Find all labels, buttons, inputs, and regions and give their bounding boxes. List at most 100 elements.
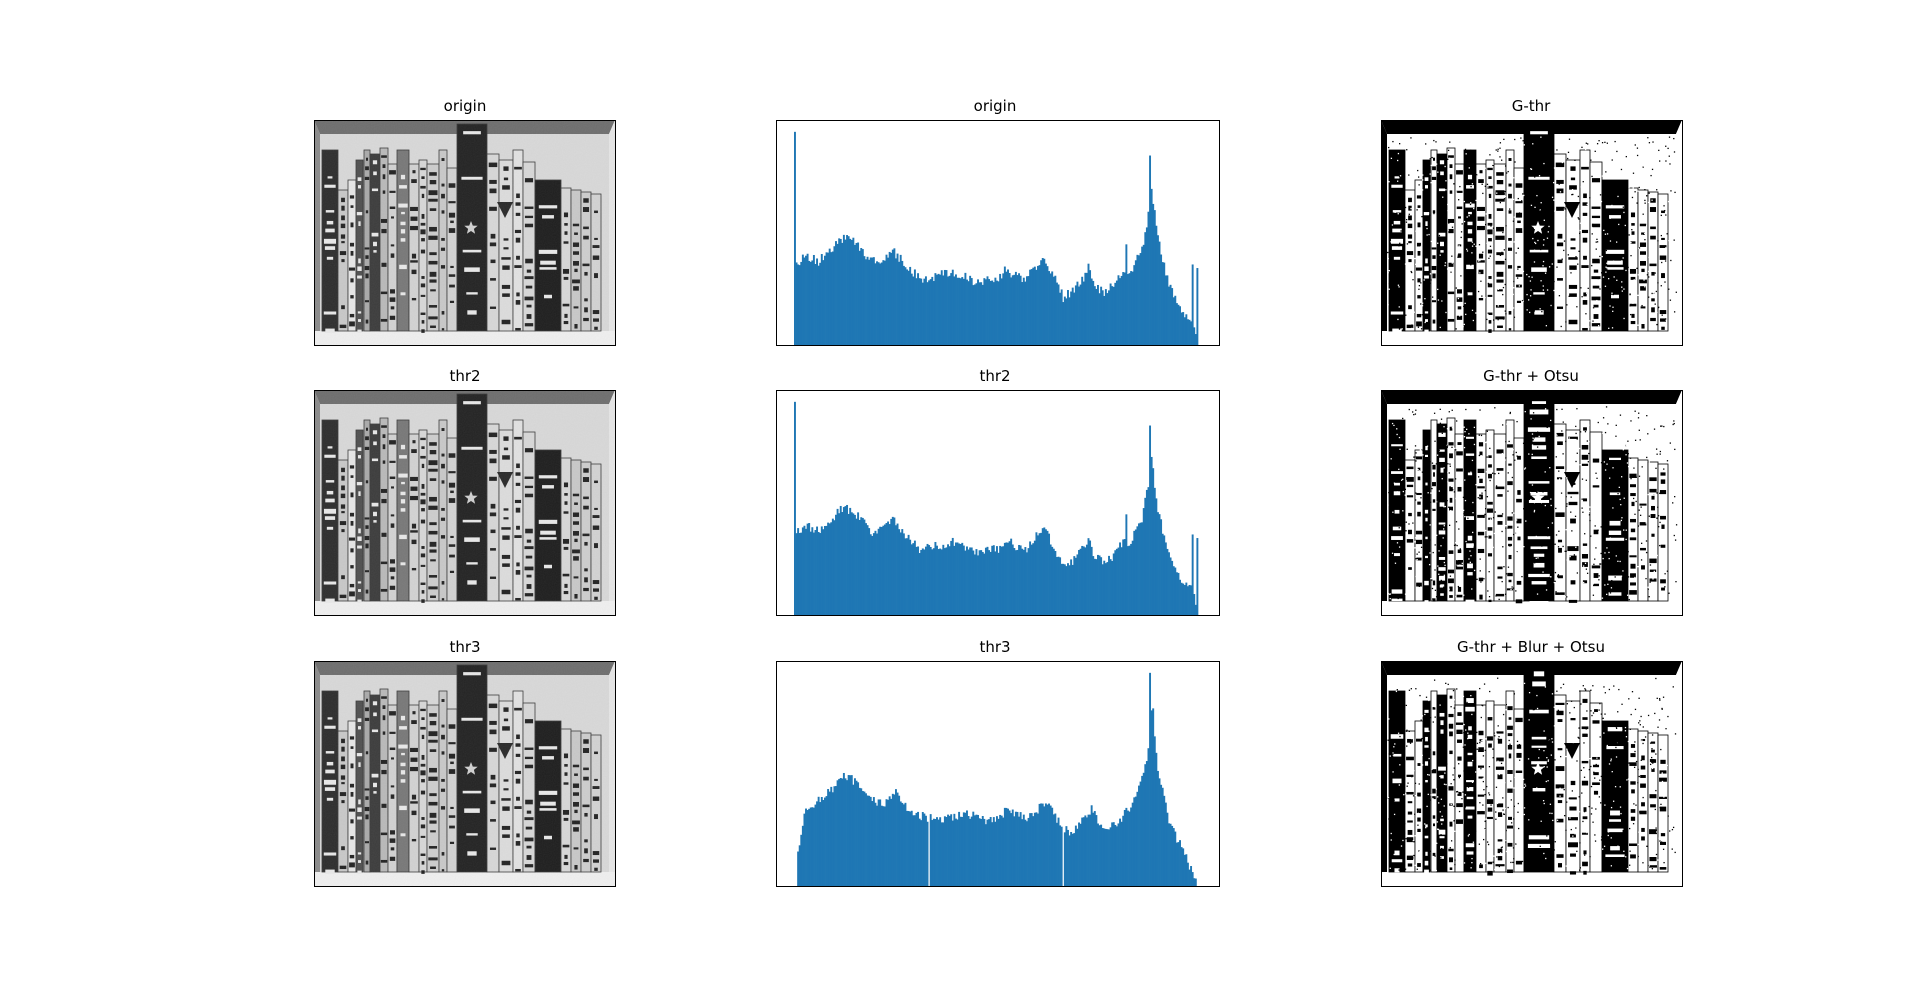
histogram-bar xyxy=(797,851,800,886)
histogram-bar xyxy=(939,548,942,615)
histogram-bar xyxy=(910,810,913,886)
histogram-bar xyxy=(961,816,964,886)
histogram-bar xyxy=(909,811,912,886)
histogram-bar xyxy=(920,278,923,345)
histogram-bar xyxy=(1108,829,1110,886)
histogram-bar xyxy=(932,548,935,615)
histogram-bar xyxy=(1011,809,1014,886)
histogram-bar xyxy=(931,820,934,886)
histogram-bar xyxy=(1024,547,1027,615)
panel-title: G-thr + Blur + Otsu xyxy=(1457,638,1605,656)
histogram-bar xyxy=(800,532,803,615)
histogram-bar xyxy=(871,801,874,886)
histogram-bar xyxy=(827,252,830,345)
histogram-bar xyxy=(981,816,984,886)
histogram-bar xyxy=(910,273,913,345)
histogram-bar xyxy=(828,248,831,345)
histogram-bar xyxy=(1065,566,1068,615)
histogram-bar xyxy=(1171,560,1174,615)
histogram-bar xyxy=(820,797,823,886)
histogram-bar xyxy=(1123,272,1126,345)
histogram-bar xyxy=(966,279,968,345)
histogram-bar xyxy=(962,278,965,345)
histogram-bar xyxy=(846,504,849,615)
histogram-bar xyxy=(852,784,855,886)
histogram-bar xyxy=(823,797,826,886)
histogram-bar xyxy=(844,778,847,886)
histogram-bar xyxy=(838,778,841,886)
histogram-bar xyxy=(939,817,942,886)
histogram-bar xyxy=(877,528,880,615)
histogram-bar xyxy=(1169,557,1172,615)
histogram-bar xyxy=(948,546,951,615)
histogram-bar xyxy=(1052,548,1055,615)
histogram-bar xyxy=(1082,281,1085,345)
histogram-bar xyxy=(1117,823,1120,886)
histogram-bar xyxy=(828,523,831,615)
histogram-bar xyxy=(906,538,908,615)
histogram-bar xyxy=(1065,826,1068,886)
histogram-bar xyxy=(1101,564,1104,615)
histogram-bar xyxy=(1133,797,1136,886)
histogram-bar xyxy=(956,819,959,886)
histogram-bar xyxy=(819,533,822,615)
histogram-bar xyxy=(1103,560,1106,615)
histogram-bar xyxy=(808,260,811,345)
histogram-bar xyxy=(1190,321,1193,345)
histogram-bar xyxy=(926,543,929,615)
histogram-bar xyxy=(1185,314,1188,345)
histogram-bar xyxy=(1068,565,1071,615)
histogram-bar xyxy=(1090,278,1093,345)
histogram-bar xyxy=(918,278,921,345)
histogram-bar xyxy=(809,531,812,615)
histogram-bar xyxy=(1191,264,1194,345)
histogram-bar xyxy=(1033,266,1036,345)
histogram-bar xyxy=(1125,244,1128,345)
histogram-bar xyxy=(1095,815,1098,886)
histogram-bar xyxy=(880,805,883,886)
histogram-bar xyxy=(917,811,920,886)
histogram-bar xyxy=(989,551,992,615)
histogram-bar xyxy=(947,276,950,345)
histogram-bar xyxy=(1104,289,1107,345)
histogram-bar xyxy=(1104,828,1107,886)
histogram-bar xyxy=(1138,255,1140,345)
histogram-bar xyxy=(1155,225,1158,345)
histogram-bar xyxy=(1062,302,1065,345)
histogram-bar xyxy=(1166,548,1169,615)
histogram-bar xyxy=(1139,781,1142,886)
histogram-bar xyxy=(876,261,878,345)
histogram-bar xyxy=(1136,526,1139,615)
histogram-bar xyxy=(901,260,904,345)
histogram-bar xyxy=(1160,254,1163,345)
histogram-bar xyxy=(1013,548,1016,615)
histogram-bar xyxy=(1038,803,1041,886)
histogram-bar xyxy=(869,257,872,345)
histogram-bar xyxy=(1092,280,1095,345)
histogram-bar xyxy=(885,254,888,345)
panel-thr2-histogram: thr2 xyxy=(776,367,1220,616)
histogram-bar xyxy=(806,810,809,886)
histogram-bar xyxy=(1147,487,1150,615)
histogram-bar xyxy=(972,811,975,886)
histogram-bar xyxy=(1051,271,1054,345)
histogram-bar xyxy=(928,545,931,615)
histogram-bar xyxy=(847,775,850,886)
histogram-bar xyxy=(923,278,926,345)
histogram-bar xyxy=(1063,832,1066,886)
histogram-bar xyxy=(865,793,867,886)
histogram-bar xyxy=(1160,519,1163,615)
histogram-bar xyxy=(975,283,978,345)
histogram-bar xyxy=(951,820,954,886)
histogram-bar xyxy=(819,262,822,345)
histogram-bar xyxy=(858,787,861,886)
histogram-bar xyxy=(1040,532,1043,615)
histogram-bar xyxy=(1076,554,1079,615)
histogram-bar xyxy=(983,818,986,886)
histogram-bar xyxy=(989,817,992,886)
histogram-bar xyxy=(962,812,965,886)
histogram-bar xyxy=(868,795,871,886)
histogram-bar xyxy=(1196,268,1199,345)
histogram-bar xyxy=(1115,280,1118,345)
histogram-bar xyxy=(1048,271,1051,345)
